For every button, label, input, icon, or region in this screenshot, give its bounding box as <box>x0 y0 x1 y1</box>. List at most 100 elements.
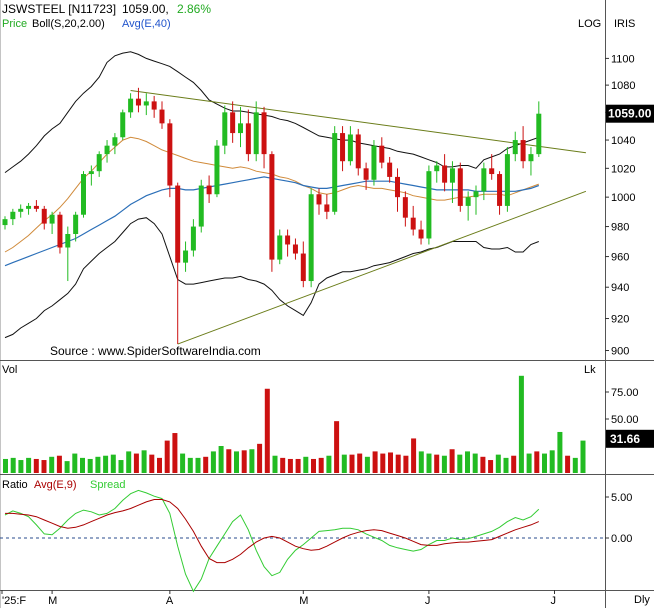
candle-body <box>277 235 282 259</box>
volume-bar <box>103 456 108 473</box>
candle-body <box>489 168 494 174</box>
volume-bar <box>172 433 177 473</box>
candle-body <box>442 165 447 182</box>
candle-body <box>505 154 510 206</box>
volume-bar <box>480 457 485 473</box>
spread-line <box>5 490 539 591</box>
candle-body <box>42 209 47 224</box>
volume-bar <box>119 460 124 473</box>
candle-body <box>128 99 133 113</box>
volume-bar <box>342 455 347 473</box>
candle-body <box>458 168 463 206</box>
x-tick-label: '25:F <box>2 595 26 607</box>
volume-bar <box>65 461 70 473</box>
volume-bar <box>388 452 393 473</box>
candle-body <box>293 244 298 253</box>
volume-bar <box>488 460 493 473</box>
volume-bar <box>365 457 370 473</box>
volume-bar <box>550 450 555 473</box>
candle-body <box>364 168 369 179</box>
candle-body <box>411 218 416 230</box>
volume-bar <box>527 454 532 473</box>
source-watermark: Source : www.SpiderSoftwareIndia.com <box>50 344 261 358</box>
price-tick-label: 900 <box>611 346 629 358</box>
candle-body <box>3 219 8 225</box>
symbol-title: JSWSTEEL [N11723] <box>2 2 116 16</box>
candle-body <box>466 197 471 206</box>
candle-body <box>175 186 180 263</box>
candle-body <box>81 174 86 215</box>
candle-body <box>317 194 322 204</box>
volume-bar <box>126 451 131 473</box>
candle-body <box>403 197 408 218</box>
candle-body <box>450 168 455 182</box>
volume-bar <box>273 456 278 473</box>
vol-unit: Lk <box>584 364 596 376</box>
candle-body <box>348 134 353 161</box>
price-tick-label: 960 <box>611 252 629 264</box>
volume-bar <box>234 451 239 473</box>
x-tick-label: A <box>166 595 174 607</box>
vol-tick-label: 50.00 <box>611 414 639 426</box>
candle-body <box>10 212 15 219</box>
volume-bar <box>180 454 185 473</box>
volume-bar <box>257 444 262 473</box>
candle-body <box>89 171 94 174</box>
vol-label: Vol <box>2 364 17 376</box>
ratio-spread-label: Spread <box>90 479 125 491</box>
candle-body <box>97 154 102 171</box>
price-tick-label: 980 <box>611 222 629 234</box>
candle-body <box>285 235 290 244</box>
candle-body <box>379 146 384 163</box>
candle-body <box>112 137 117 145</box>
candle-body <box>246 123 251 154</box>
volume-bar <box>11 458 16 473</box>
legend-price: Price <box>2 18 27 30</box>
price-tick-label: 1100 <box>611 53 635 65</box>
volume-bar <box>427 454 432 473</box>
candle-body <box>120 112 125 137</box>
candle-body <box>324 204 329 211</box>
volume-bar <box>334 421 339 473</box>
candle-body <box>57 215 62 248</box>
volume-bar <box>111 455 116 473</box>
last-price: 1059.00, <box>122 2 169 16</box>
candle-body <box>183 251 188 263</box>
candle-body <box>309 194 314 281</box>
ratio-panel: 0.005.00 <box>0 490 632 591</box>
log-toggle[interactable]: LOG <box>578 18 601 30</box>
candle-body <box>426 171 431 238</box>
volume-bar <box>373 451 378 473</box>
candle-body <box>222 112 227 145</box>
candle-body <box>521 140 526 161</box>
volume-bar <box>296 459 301 473</box>
volume-bar <box>18 460 23 473</box>
candle-body <box>340 133 345 161</box>
volume-bar <box>226 449 231 473</box>
candle-body <box>481 168 486 191</box>
volume-bar <box>326 456 331 473</box>
trendline-lower <box>178 191 586 344</box>
volume-bar <box>496 455 501 473</box>
candle-body <box>50 215 55 224</box>
price-tick-label: 940 <box>611 282 629 294</box>
candle-body <box>371 146 376 180</box>
volume-bar <box>211 451 216 473</box>
iris-toggle[interactable]: IRIS <box>614 18 635 30</box>
ratio-tick-label: 5.00 <box>611 492 632 504</box>
volume-bar <box>380 454 385 473</box>
candle-body <box>144 101 149 105</box>
candle-body <box>536 114 541 154</box>
ratio-label: Ratio <box>2 479 28 491</box>
candle-body <box>191 227 196 251</box>
change-percent: 2.86% <box>177 2 211 16</box>
x-tick-label: M <box>48 595 57 607</box>
volume-bar <box>288 459 293 473</box>
candle-body <box>301 254 306 281</box>
interval-label[interactable]: Dly <box>634 594 650 606</box>
volume-bar <box>49 457 54 473</box>
x-tick-label: J <box>425 595 431 607</box>
